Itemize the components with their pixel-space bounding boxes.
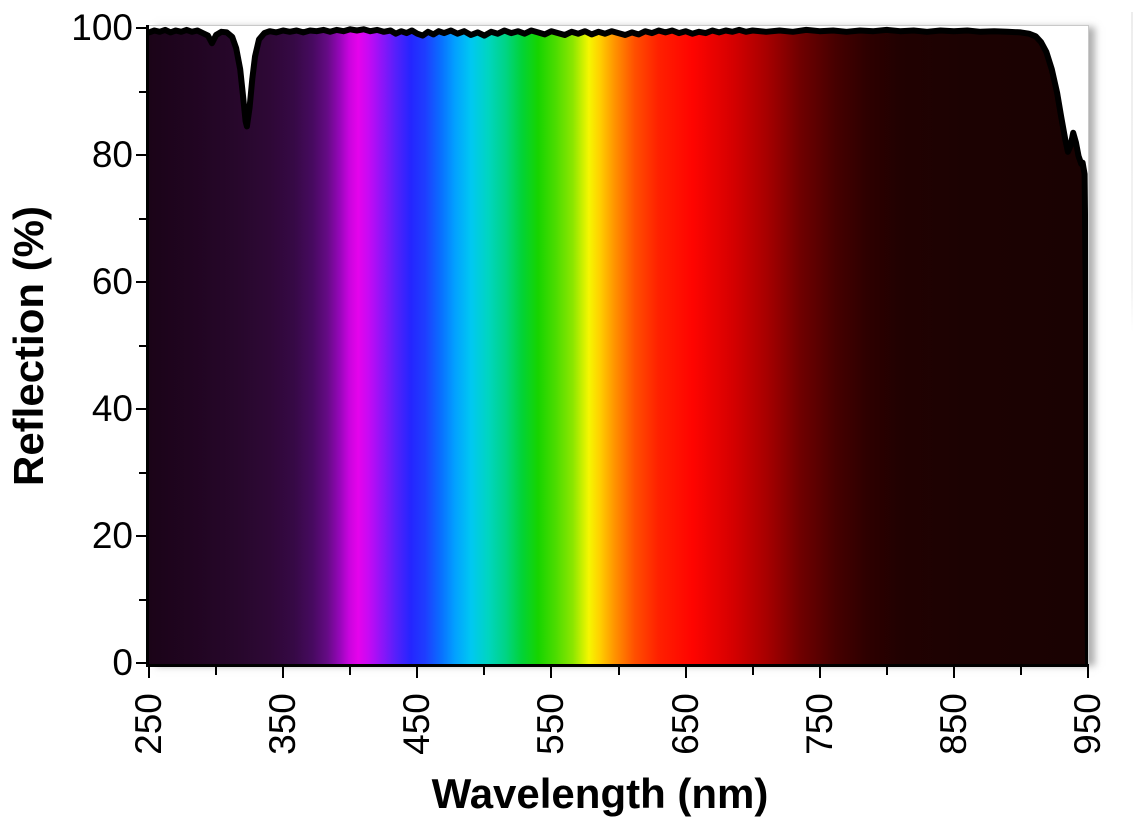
x-tick-major [1087,667,1089,678]
x-tick-major [684,667,687,678]
x-tick-major [818,667,821,678]
y-tick-minor [139,471,147,474]
y-tick-label: 20 [91,515,133,556]
x-tick-label: 650 [664,693,706,755]
y-tick-minor [139,598,147,601]
y-tick-label: 0 [112,642,133,683]
x-tick-major [952,667,955,678]
x-tick-major [416,667,419,678]
x-tick-label: 250 [128,693,169,755]
x-tick-minor [617,667,620,675]
chart-frame-edge [1131,12,1133,332]
y-axis-line [146,25,149,667]
y-tick-minor [139,344,147,347]
x-tick-label: 550 [530,693,572,755]
x-tick-label: 450 [396,693,438,755]
y-tick-major [136,662,147,664]
x-tick-label: 750 [798,693,840,755]
x-tick-minor [215,667,218,675]
y-tick-major [136,154,147,156]
x-tick-minor [1019,667,1022,675]
y-tick-label: 100 [71,7,133,48]
x-tick-label: 850 [932,693,974,755]
plot-area [148,25,1089,666]
x-tick-minor [349,667,352,675]
x-tick-minor [751,667,754,675]
x-tick-major [550,667,553,678]
x-tick-minor [483,667,486,675]
y-tick-major [136,535,147,537]
x-tick-label: 350 [262,693,304,755]
y-tick-major [136,408,147,410]
reflection-curve [149,26,1088,665]
spectrum-fill [149,26,1088,665]
y-tick-label: 80 [91,134,133,175]
x-tick-label: 950 [1067,693,1108,755]
y-tick-label: 40 [91,388,133,429]
y-tick-major [136,27,147,29]
y-tick-major [136,281,147,283]
x-tick-major [282,667,285,678]
x-axis-line [146,664,1089,667]
y-tick-minor [139,90,147,93]
x-tick-minor [885,667,888,675]
x-tick-major [148,667,150,678]
x-axis-title: Wavelength (nm) [431,770,769,817]
y-tick-label: 60 [91,261,133,302]
y-axis-title: Reflection (%) [5,205,52,487]
spectrum-plot [149,26,1088,665]
y-tick-minor [139,217,147,220]
